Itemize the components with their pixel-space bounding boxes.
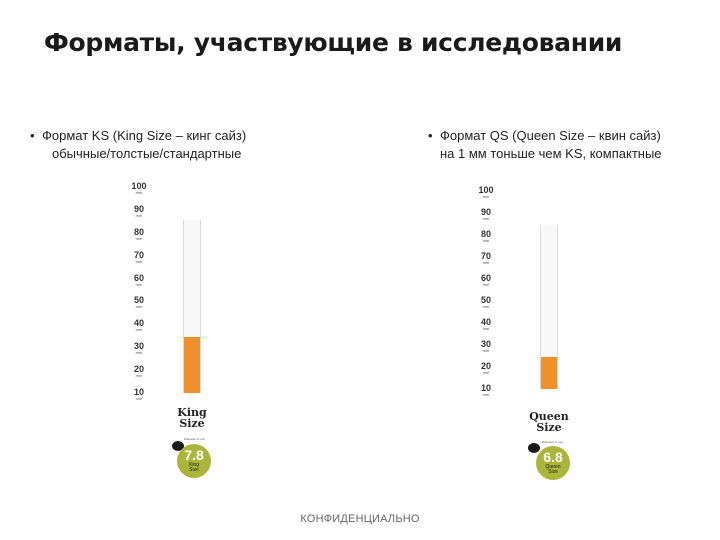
scale-tick-label: 10: [480, 383, 491, 393]
scale-tick-unit: mm: [482, 392, 490, 397]
qs-badge-circle: 6.8 Queen Size: [536, 446, 570, 480]
scale-tick: 100 mm: [475, 186, 497, 199]
scale-tick: 10 mm: [128, 388, 150, 401]
scale-tick-label: 70: [480, 251, 491, 261]
scale-tick-unit: mm: [482, 238, 490, 243]
ks-badge-caption: Diameter in mm: [184, 437, 206, 441]
scale-tick-unit: mm: [482, 326, 490, 331]
confidential-footer: КОНФИДЕНЦИАЛЬНО: [300, 513, 420, 525]
ks-cigarette: [183, 219, 201, 393]
scale-tick-label: 60: [133, 272, 144, 283]
page-title: Форматы, участвующие в исследовании: [44, 28, 623, 57]
ks-badge-dot: [172, 441, 184, 451]
scale-tick-label: 100: [478, 185, 494, 195]
scale-tick-label: 70: [133, 249, 144, 260]
qs-size-label: Queen Size: [528, 411, 570, 433]
scale-tick-unit: mm: [482, 370, 490, 375]
scale-tick-label: 50: [133, 295, 144, 306]
scale-tick: 20 mm: [128, 365, 150, 378]
ks-badge-line1: King: [188, 462, 199, 468]
format-qs-description: на 1 мм тоньше чем KS, компактные: [440, 146, 662, 161]
scale-tick-unit: mm: [482, 348, 490, 353]
scale-tick-unit: mm: [482, 216, 490, 221]
ks-size-label: King Size: [172, 407, 212, 429]
scale-tick: 90 mm: [128, 203, 150, 218]
scale-tick-unit: mm: [482, 282, 490, 287]
bullet-dot: •: [428, 128, 433, 143]
qs-size-line2: Size: [536, 421, 562, 434]
scale-tick: 80 mm: [128, 226, 150, 241]
scale-tick-label: 20: [480, 361, 491, 371]
ks-diameter-value: 7.8: [184, 447, 204, 463]
scale-tick-label: 90: [133, 203, 144, 214]
ks-scale: 100 mm 90 mm 80 mm 70 mm 60 mm 50 mm 40 mm 30 mm 20 mm 10 m…: [128, 182, 150, 401]
qs-diameter-value: 6.8: [543, 449, 563, 465]
ks-badge-line2: Size: [189, 467, 199, 473]
scale-tick-label: 60: [480, 273, 491, 283]
qs-badge-line2: Size: [548, 469, 558, 475]
scale-tick-unit: mm: [135, 373, 143, 379]
scale-tick-unit: mm: [135, 258, 143, 264]
format-qs-heading: Формат QS (Queen Size – квин сайз): [440, 128, 661, 143]
scale-tick: 40 mm: [475, 318, 497, 331]
scale-tick: 30 mm: [128, 342, 150, 355]
scale-tick: 60 mm: [475, 274, 497, 287]
qs-badge-line1: Queen: [545, 464, 561, 470]
scale-tick-label: 20: [133, 364, 144, 375]
scale-tick: 90 mm: [475, 208, 497, 221]
qs-badge-caption: Diameter in mm: [542, 440, 564, 444]
scale-tick: 50 mm: [128, 296, 150, 309]
scale-tick-label: 50: [480, 295, 491, 305]
scale-tick: 50 mm: [475, 296, 497, 309]
scale-tick-unit: mm: [135, 212, 143, 218]
format-ks-heading: Формат KS (King Size – кинг сайз): [42, 128, 247, 143]
scale-tick-label: 30: [133, 341, 144, 352]
scale-tick: 70 mm: [475, 252, 497, 265]
scale-tick-label: 100: [131, 181, 147, 191]
scale-tick-unit: mm: [482, 260, 490, 265]
scale-tick-unit: mm: [482, 194, 490, 199]
bullet-dot: •: [30, 128, 35, 143]
scale-tick-label: 90: [480, 207, 491, 217]
scale-tick: 80 mm: [475, 230, 497, 243]
scale-tick-unit: mm: [135, 350, 143, 356]
scale-tick: 100 mm: [128, 182, 150, 195]
ks-size-line2: Size: [179, 417, 205, 430]
qs-scale: 100 mm 90 mm 80 mm 70 mm 60 mm 50 mm 40 mm 30 mm 20 mm 10 m…: [475, 186, 497, 397]
scale-tick: 60 mm: [128, 272, 150, 287]
scale-tick-label: 80: [133, 226, 144, 237]
format-qs-bullet: • Формат QS (Queen Size – квин сайз) на …: [428, 127, 662, 163]
scale-tick-unit: mm: [135, 235, 143, 241]
qs-filter: [541, 357, 557, 389]
scale-tick-unit: mm: [135, 396, 143, 401]
scale-tick-unit: mm: [135, 304, 143, 310]
ks-size-line1: King: [177, 406, 207, 419]
qs-badge-dot: [528, 443, 540, 453]
qs-cigarette: [540, 224, 558, 389]
scale-tick: 10 mm: [475, 384, 497, 397]
scale-tick: 20 mm: [475, 362, 497, 375]
scale-tick-unit: mm: [135, 327, 143, 333]
qs-size-line1: Queen: [529, 410, 569, 423]
ks-badge-circle: 7.8 King Size: [177, 444, 211, 478]
scale-tick-unit: mm: [135, 281, 143, 287]
scale-tick-unit: mm: [482, 304, 490, 309]
ks-filter: [184, 337, 200, 393]
scale-tick: 30 mm: [475, 340, 497, 353]
scale-tick: 40 mm: [128, 319, 150, 332]
scale-tick-label: 40: [480, 317, 491, 327]
format-ks-description: обычные/толстые/стандартные: [52, 146, 242, 161]
scale-tick: 70 mm: [128, 249, 150, 264]
scale-tick-label: 30: [480, 339, 491, 349]
scale-tick-label: 80: [480, 229, 491, 239]
scale-tick-label: 10: [133, 387, 144, 397]
scale-tick-unit: mm: [135, 190, 143, 195]
format-ks-bullet: • Формат KS (King Size – кинг сайз) обыч…: [30, 127, 247, 163]
scale-tick-label: 40: [133, 318, 144, 329]
